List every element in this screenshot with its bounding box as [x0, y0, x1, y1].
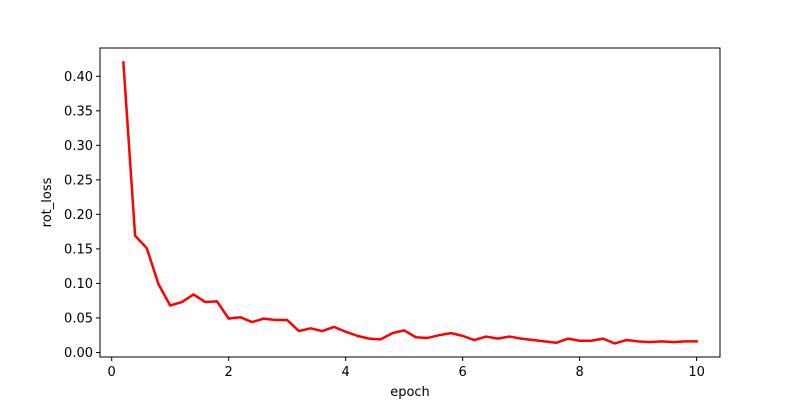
y-tick-label: 0.25 — [64, 173, 93, 188]
y-axis-label: rot_loss — [40, 177, 55, 227]
x-tick-label: 2 — [225, 365, 233, 380]
y-tick-label: 0.40 — [64, 70, 93, 85]
x-tick-label: 10 — [688, 365, 705, 380]
y-tick-label: 0.10 — [64, 277, 93, 292]
plot-frame — [99, 47, 721, 358]
plot-area — [122, 61, 698, 345]
x-tick-label: 0 — [108, 365, 116, 380]
x-tick-label: 6 — [459, 365, 467, 380]
y-tick-label: 0.35 — [64, 104, 93, 119]
x-axis-label: epoch — [390, 385, 430, 400]
y-tick-label: 0.15 — [64, 242, 93, 257]
x-tick-label: 4 — [342, 365, 350, 380]
series-line — [122, 61, 698, 345]
y-tick-label: 0.30 — [64, 139, 93, 154]
y-tick-label: 0.05 — [64, 311, 93, 326]
y-tick-label: 0.00 — [64, 346, 93, 361]
x-axis-ticks: 0 2 4 6 8 10 — [108, 357, 705, 380]
y-tick-label: 0.20 — [64, 208, 93, 223]
y-axis-ticks: 0.00 0.05 0.10 0.15 0.20 0.25 0.30 0.35 0.40 — [64, 70, 100, 361]
x-tick-label: 8 — [575, 365, 583, 380]
